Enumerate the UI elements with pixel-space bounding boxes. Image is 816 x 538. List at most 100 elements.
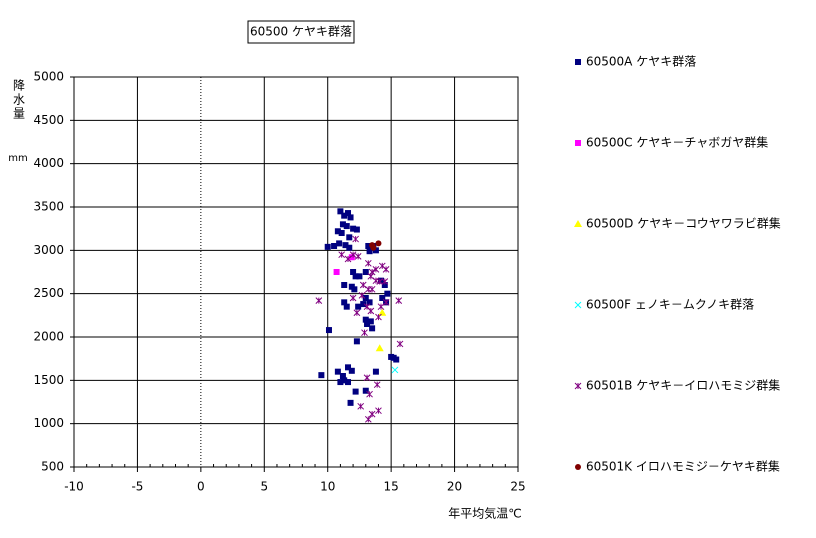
point xyxy=(346,244,353,251)
point xyxy=(362,316,369,323)
point xyxy=(360,301,367,308)
point xyxy=(373,381,381,389)
point xyxy=(355,303,362,310)
point xyxy=(372,368,379,375)
plot-area xyxy=(73,76,519,468)
y-tick-label: 3500 xyxy=(33,200,64,214)
point xyxy=(337,208,344,215)
legend-marker xyxy=(574,220,582,227)
point xyxy=(331,243,338,249)
point xyxy=(324,243,331,250)
point xyxy=(378,308,387,316)
y-tick-label: 4500 xyxy=(33,113,64,127)
point xyxy=(339,373,346,379)
point xyxy=(368,410,376,418)
point xyxy=(372,247,379,254)
point xyxy=(349,294,357,302)
point xyxy=(342,242,349,249)
point xyxy=(343,223,350,230)
point xyxy=(333,269,340,275)
legend-marker xyxy=(574,382,582,390)
legend-label: 60500C ケヤキ－チャボガヤ群集 xyxy=(586,135,768,150)
point xyxy=(369,325,376,332)
point xyxy=(391,366,399,374)
point xyxy=(338,251,346,259)
point xyxy=(375,240,382,247)
legend-label: 60501B ケヤキ－イロハモミジ群集 xyxy=(586,378,780,393)
y-tick-label: 5000 xyxy=(33,70,64,84)
point xyxy=(377,303,385,311)
point xyxy=(345,364,352,371)
point xyxy=(381,278,389,285)
legend-label: 60500D ケヤキ－コウヤワラビ群集 xyxy=(586,216,781,231)
point xyxy=(336,240,343,247)
point xyxy=(367,272,375,280)
point xyxy=(337,379,344,386)
x-tick-label: -5 xyxy=(131,480,143,494)
point xyxy=(364,321,371,327)
y-tick-label: 1500 xyxy=(33,373,64,387)
y-axis-unit: mm xyxy=(8,153,27,164)
point xyxy=(334,368,341,375)
point xyxy=(362,295,369,301)
point xyxy=(370,244,377,251)
point xyxy=(339,221,346,228)
point xyxy=(364,259,372,267)
point xyxy=(341,377,348,384)
point xyxy=(381,282,388,288)
point xyxy=(346,234,353,241)
point xyxy=(363,374,371,382)
y-tick-label: 2000 xyxy=(33,330,64,344)
point xyxy=(341,299,348,306)
point xyxy=(356,273,363,280)
point xyxy=(362,387,369,394)
point xyxy=(348,367,355,374)
point xyxy=(384,290,391,297)
point xyxy=(315,297,323,304)
point xyxy=(366,248,373,255)
point xyxy=(350,269,357,275)
point xyxy=(347,399,354,406)
point xyxy=(358,292,366,299)
y-tick-label: 2500 xyxy=(33,286,64,300)
point xyxy=(352,235,359,243)
x-tick-label: 15 xyxy=(384,480,399,494)
point xyxy=(348,254,355,261)
point xyxy=(353,309,361,317)
point xyxy=(376,278,384,285)
point xyxy=(352,273,359,280)
point xyxy=(379,295,386,301)
point xyxy=(345,379,352,386)
point xyxy=(357,402,365,410)
point xyxy=(382,266,390,273)
point xyxy=(395,297,403,304)
point xyxy=(354,253,362,260)
legend-marker xyxy=(575,140,581,146)
point xyxy=(351,286,358,293)
point xyxy=(341,212,348,219)
point xyxy=(367,307,375,315)
point xyxy=(341,282,348,288)
point xyxy=(334,228,341,235)
y-axis-label: 降水量 xyxy=(12,79,26,121)
point xyxy=(368,268,376,276)
y-tick-label: 1000 xyxy=(33,416,64,430)
y-tick-label: 500 xyxy=(41,460,64,474)
point xyxy=(353,338,360,345)
point xyxy=(366,390,373,398)
point xyxy=(368,285,376,293)
x-tick-label: 25 xyxy=(510,480,525,494)
legend-label: 60500F ェノキ－ムクノキ群落 xyxy=(586,298,754,312)
point xyxy=(318,372,325,379)
point xyxy=(325,327,332,334)
x-tick-label: -10 xyxy=(64,480,84,494)
point xyxy=(343,303,350,310)
point xyxy=(349,251,357,259)
y-tick-label: 3000 xyxy=(33,243,64,257)
x-tick-label: 0 xyxy=(197,480,205,494)
title-box xyxy=(247,20,355,44)
chart-title: 60500 ケヤキ群落 xyxy=(250,25,352,39)
point xyxy=(382,298,390,306)
point xyxy=(361,329,368,337)
